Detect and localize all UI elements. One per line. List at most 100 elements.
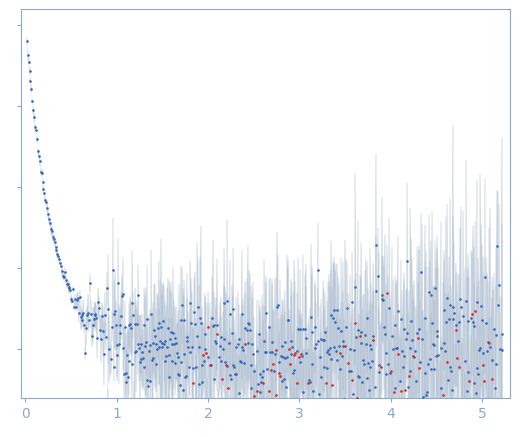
Point	[352, 334, 360, 341]
Point	[332, 347, 340, 354]
Point	[429, 341, 437, 348]
Point	[111, 308, 119, 315]
Point	[31, 123, 40, 130]
Point	[342, 323, 350, 330]
Point	[438, 414, 446, 421]
Point	[366, 341, 374, 348]
Point	[268, 338, 276, 345]
Point	[124, 374, 132, 381]
Point	[213, 322, 221, 329]
Point	[431, 284, 439, 291]
Point	[225, 311, 233, 318]
Point	[408, 336, 416, 343]
Point	[36, 168, 45, 175]
Point	[327, 312, 335, 319]
Point	[153, 345, 161, 352]
Point	[473, 364, 482, 371]
Point	[149, 355, 157, 362]
Point	[326, 345, 334, 352]
Point	[40, 185, 48, 192]
Point	[189, 379, 198, 386]
Point	[181, 373, 189, 380]
Point	[48, 233, 57, 240]
Point	[344, 359, 352, 366]
Point	[440, 340, 448, 347]
Point	[362, 375, 371, 382]
Point	[180, 316, 188, 323]
Point	[86, 280, 94, 287]
Point	[477, 303, 485, 310]
Point	[349, 391, 357, 398]
Point	[451, 321, 460, 328]
Point	[215, 353, 223, 360]
Point	[166, 336, 174, 343]
Point	[161, 338, 169, 345]
Point	[163, 343, 171, 350]
Point	[289, 370, 297, 377]
Point	[448, 387, 456, 394]
Point	[278, 342, 287, 349]
Point	[135, 345, 144, 352]
Point	[422, 392, 431, 399]
Point	[114, 280, 122, 287]
Point	[226, 371, 235, 378]
Point	[310, 397, 318, 404]
Point	[141, 342, 149, 349]
Point	[138, 348, 146, 355]
Point	[154, 324, 162, 331]
Point	[387, 333, 396, 340]
Point	[142, 338, 150, 345]
Point	[299, 389, 307, 396]
Point	[255, 371, 264, 378]
Point	[371, 384, 379, 391]
Point	[219, 336, 228, 343]
Point	[322, 365, 331, 372]
Point	[331, 319, 339, 326]
Point	[142, 377, 151, 384]
Point	[166, 328, 175, 335]
Point	[167, 341, 176, 348]
Point	[426, 355, 434, 362]
Point	[436, 413, 444, 420]
Point	[43, 204, 51, 211]
Point	[272, 347, 280, 354]
Point	[257, 379, 265, 386]
Point	[360, 427, 369, 434]
Point	[131, 321, 139, 328]
Point	[308, 329, 317, 336]
Point	[145, 347, 153, 354]
Point	[339, 343, 347, 350]
Point	[488, 375, 496, 382]
Point	[460, 398, 468, 405]
Point	[164, 374, 173, 381]
Point	[495, 414, 503, 421]
Point	[243, 320, 252, 327]
Point	[258, 379, 267, 386]
Point	[363, 314, 372, 321]
Point	[464, 317, 473, 324]
Point	[241, 324, 250, 331]
Point	[347, 377, 356, 384]
Point	[376, 397, 384, 404]
Point	[407, 318, 415, 325]
Point	[287, 351, 295, 358]
Point	[381, 330, 389, 337]
Point	[419, 393, 427, 400]
Point	[481, 273, 489, 280]
Point	[236, 357, 244, 364]
Point	[265, 323, 274, 330]
Point	[200, 358, 208, 365]
Point	[393, 345, 401, 352]
Point	[423, 361, 432, 368]
Point	[476, 344, 485, 351]
Point	[63, 281, 72, 288]
Point	[140, 321, 149, 328]
Point	[240, 359, 248, 366]
Point	[252, 397, 260, 404]
Point	[493, 242, 501, 249]
Point	[201, 346, 210, 353]
Point	[399, 364, 407, 371]
Point	[119, 291, 127, 298]
Point	[436, 344, 445, 351]
Point	[148, 357, 156, 364]
